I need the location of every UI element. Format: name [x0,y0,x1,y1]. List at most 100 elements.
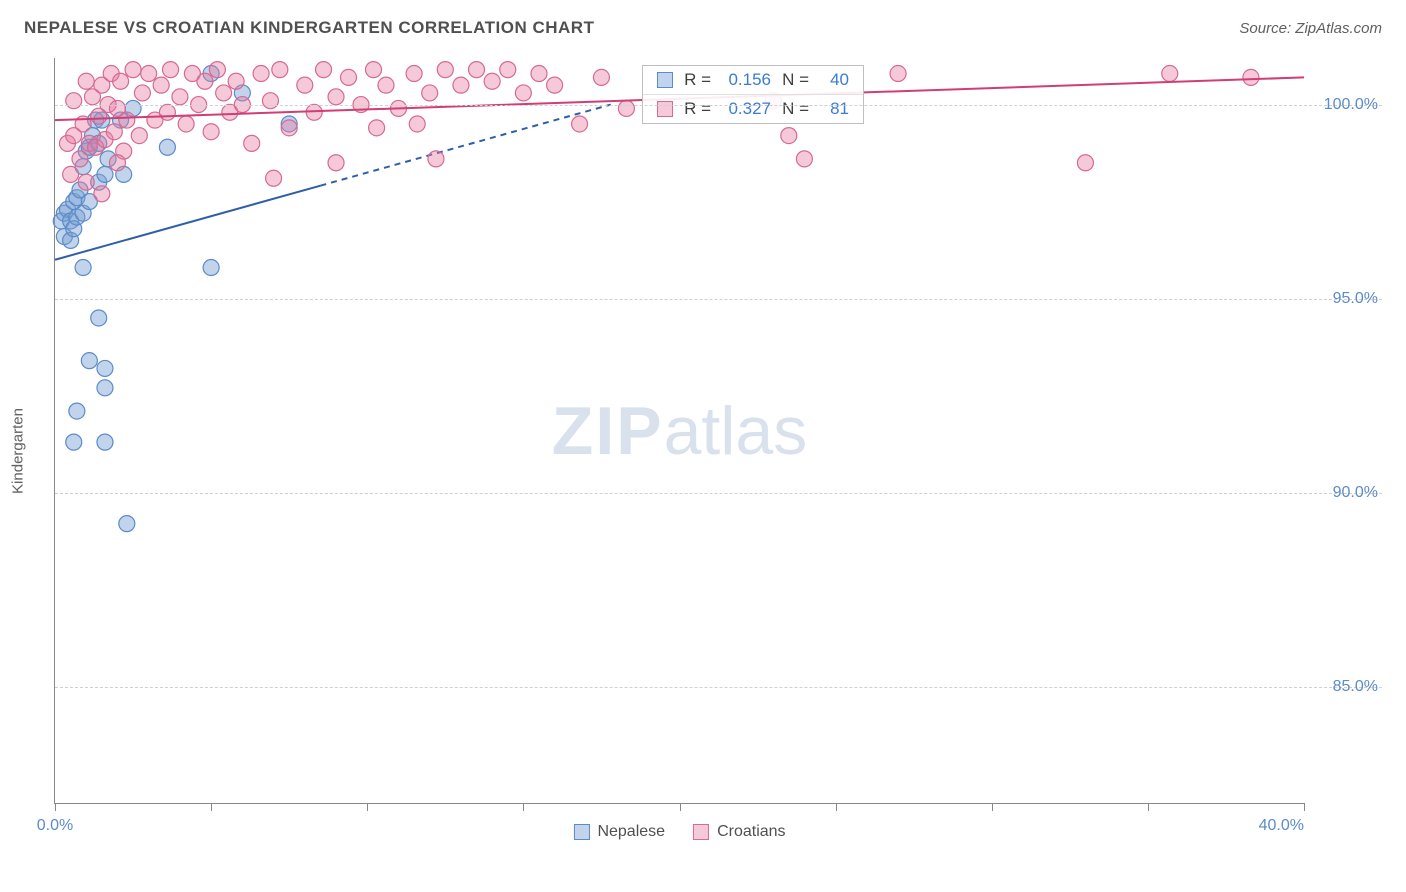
y-axis-label: Kindergarten [10,408,27,494]
marker-croatians [428,151,444,167]
source-name: ZipAtlas.com [1295,20,1382,37]
marker-croatians [153,77,169,93]
stats-n-value: 81 [819,99,849,119]
marker-croatians [178,116,194,132]
y-tick-label: 90.0% [1333,484,1378,502]
marker-nepalese [97,434,113,450]
marker-nepalese [159,139,175,155]
marker-croatians [531,66,547,82]
marker-croatians [113,73,129,89]
marker-nepalese [91,310,107,326]
marker-croatians [316,62,332,78]
marker-croatians [216,85,232,101]
x-tick [836,803,837,811]
marker-croatians [406,66,422,82]
marker-croatians [228,73,244,89]
source-prefix: Source: [1239,20,1295,37]
marker-croatians [266,170,282,186]
marker-croatians [134,85,150,101]
stats-row-nepalese: R =0.156N =40 [643,66,863,95]
marker-croatians [453,77,469,93]
marker-croatians [422,85,438,101]
marker-croatians [253,66,269,82]
chart-svg [55,58,1304,803]
marker-nepalese [81,353,97,369]
marker-croatians [500,62,516,78]
legend-item: Nepalese [573,823,665,841]
marker-croatians [369,120,385,136]
legend-item: Croatians [693,823,785,841]
marker-croatians [262,93,278,109]
marker-croatians [141,66,157,82]
marker-croatians [593,69,609,85]
x-tick [1148,803,1149,811]
marker-croatians [365,62,381,78]
marker-croatians [1077,155,1093,171]
marker-croatians [78,174,94,190]
x-tick-label: 40.0% [1259,817,1304,835]
marker-croatians [159,104,175,120]
stats-r-value: 0.156 [721,70,771,90]
marker-croatians [125,62,141,78]
marker-croatians [72,151,88,167]
marker-croatians [66,93,82,109]
plot-area: ZIPatlas NepaleseCroatians R =0.156N =40… [54,58,1304,804]
marker-croatians [197,73,213,89]
x-tick [211,803,212,811]
x-tick [680,803,681,811]
stats-r-value: 0.327 [721,99,771,119]
marker-nepalese [203,260,219,276]
legend-label: Nepalese [597,823,665,840]
legend-label: Croatians [717,823,785,840]
stats-r-label: R = [683,70,711,90]
marker-croatians [94,186,110,202]
marker-croatians [163,62,179,78]
marker-croatians [106,124,122,140]
marker-croatians [341,69,357,85]
gridline-h [55,493,1382,494]
marker-croatians [63,166,79,182]
stats-n-label: N = [781,99,809,119]
marker-croatians [515,85,531,101]
y-tick-label: 85.0% [1333,678,1378,696]
marker-nepalese [75,260,91,276]
marker-nepalese [69,403,85,419]
marker-croatians [547,77,563,93]
x-tick [992,803,993,811]
marker-nepalese [66,434,82,450]
marker-croatians [890,66,906,82]
x-tick [55,803,56,811]
source-attribution: Source: ZipAtlas.com [1239,20,1382,37]
marker-nepalese [97,380,113,396]
marker-croatians [297,77,313,93]
marker-croatians [244,135,260,151]
y-tick-label: 95.0% [1333,290,1378,308]
marker-croatians [172,89,188,105]
marker-croatians [131,128,147,144]
marker-croatians [1162,66,1178,82]
marker-nepalese [97,360,113,376]
stats-row-croatians: R = 0.327 N = 81 [643,95,863,123]
gridline-h [55,299,1382,300]
marker-nepalese [119,516,135,532]
gridline-h [55,105,1382,106]
marker-croatians [572,116,588,132]
marker-croatians [78,73,94,89]
marker-croatians [781,128,797,144]
marker-croatians [328,155,344,171]
x-tick-label: 0.0% [37,817,73,835]
marker-croatians [796,151,812,167]
y-tick-label: 100.0% [1324,96,1378,114]
marker-croatians [209,62,225,78]
x-tick [1304,803,1305,811]
gridline-h [55,687,1382,688]
legend-bottom: Nepalese Croatians [573,823,785,841]
stats-box: R =0.156N =40R =0.327N =81 [642,65,864,124]
marker-croatians [203,124,219,140]
marker-croatians [119,112,135,128]
marker-croatians [378,77,394,93]
marker-croatians [484,73,500,89]
stats-swatch [657,72,673,88]
marker-croatians [281,120,297,136]
stats-r-label: R = [683,99,711,119]
